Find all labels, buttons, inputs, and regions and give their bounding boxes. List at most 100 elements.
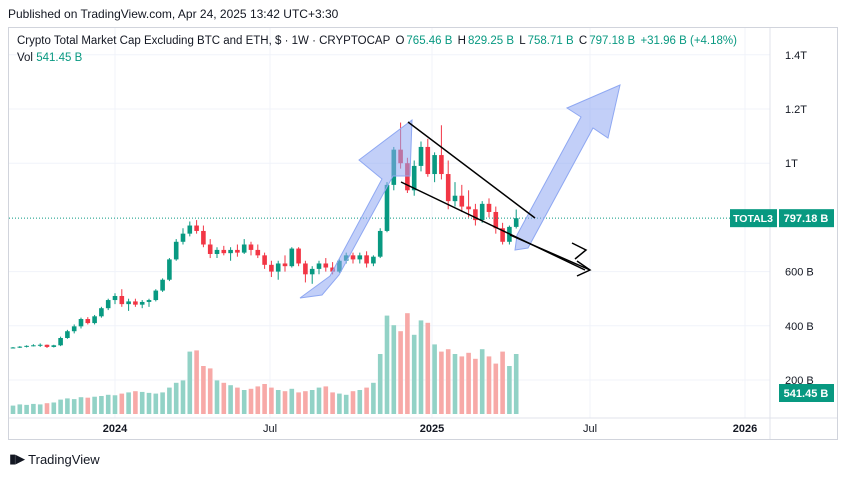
bullish-arrow-right xyxy=(514,84,621,251)
volume-bar xyxy=(146,392,152,414)
brand-name: TradingView xyxy=(28,451,100,467)
vol-label: Vol xyxy=(17,52,33,64)
wedge-upper-line xyxy=(407,121,536,219)
candle-body xyxy=(411,165,417,191)
candle-body xyxy=(126,301,131,305)
volume-bar xyxy=(37,404,43,414)
candle-body xyxy=(167,259,172,280)
wedge-arrowhead-2 xyxy=(576,260,592,277)
x-tick-label: 2025 xyxy=(420,423,444,435)
candle-body xyxy=(99,308,104,317)
legend-header: Crypto Total Market Cap Excluding BTC an… xyxy=(17,35,739,47)
candle-body xyxy=(364,255,369,264)
low-label: L xyxy=(519,35,526,47)
volume-bar xyxy=(384,315,390,414)
candle-body xyxy=(119,295,125,305)
volume-bar xyxy=(112,395,118,414)
volume-bar xyxy=(459,356,465,414)
candle-body xyxy=(330,267,335,272)
volume-bar xyxy=(507,366,512,414)
high-label: H xyxy=(457,35,466,47)
candle-body xyxy=(241,244,247,253)
bullish-arrow-left xyxy=(299,118,413,299)
volume-bar xyxy=(452,354,458,414)
volume-bar xyxy=(255,386,261,414)
candle-body xyxy=(309,268,315,275)
y-tick-label: 1T xyxy=(785,158,798,170)
close-label: C xyxy=(578,35,588,47)
y-tick-label: 400 B xyxy=(785,321,814,333)
volume-bar xyxy=(180,380,186,414)
volume-tag-label: 541.45 B xyxy=(784,388,829,400)
x-tick-label: Jul xyxy=(583,423,597,435)
volume-bar xyxy=(173,382,179,414)
candle-body xyxy=(486,203,492,212)
volume-bar xyxy=(418,320,424,414)
candle-body xyxy=(479,203,485,221)
candle-body xyxy=(255,249,261,256)
symbol-title: Crypto Total Market Cap Excluding BTC an… xyxy=(17,35,391,47)
open-label: O xyxy=(395,35,405,47)
volume-bar xyxy=(439,351,444,414)
candle-body xyxy=(92,316,97,324)
candle-body xyxy=(289,248,295,267)
candle-body xyxy=(31,345,36,347)
candle-body xyxy=(180,233,186,242)
candle-body xyxy=(228,249,233,254)
candle-body xyxy=(44,344,50,347)
y-tick-label: 600 B xyxy=(785,267,814,279)
volume-bar xyxy=(500,351,505,414)
volume-bar xyxy=(160,392,165,414)
volume-bar xyxy=(323,386,329,414)
volume-bar xyxy=(214,380,220,414)
candle-body xyxy=(51,345,57,347)
volume-bar xyxy=(377,354,383,414)
volume-bar xyxy=(228,385,233,414)
volume-bar xyxy=(486,356,492,414)
candle-body xyxy=(316,263,322,269)
volume-bar xyxy=(275,390,281,414)
volume-bar xyxy=(350,391,356,414)
volume-bar xyxy=(126,392,131,414)
close-value: 797.18 B xyxy=(589,35,636,47)
candle-body xyxy=(85,319,91,324)
candle-body xyxy=(173,241,179,260)
candle-body xyxy=(214,249,220,254)
wedge-projection-line xyxy=(509,234,591,271)
volume-bar xyxy=(71,399,77,414)
x-tick-label: 2026 xyxy=(733,423,757,435)
vol-value: 541.45 B xyxy=(36,52,83,64)
candle-body xyxy=(153,290,159,301)
candle-body xyxy=(459,195,465,207)
candle-body xyxy=(282,263,288,267)
candle-body xyxy=(10,347,16,349)
candle-body xyxy=(377,230,383,257)
volume-bar xyxy=(167,387,172,414)
candle-body xyxy=(425,146,431,175)
candle-body xyxy=(133,301,138,305)
volume-bar xyxy=(133,391,138,414)
candle-body xyxy=(112,295,118,301)
open-value: 765.46 B xyxy=(406,35,453,47)
volume-bar xyxy=(58,399,63,414)
high-value: 829.25 B xyxy=(467,35,515,47)
volume-tag xyxy=(779,384,834,402)
candle-body xyxy=(323,263,329,268)
volume-bar xyxy=(466,352,471,414)
volume-bar xyxy=(92,396,97,414)
volume-bar xyxy=(262,384,267,414)
volume-bar xyxy=(405,313,410,414)
candle-body xyxy=(37,344,43,346)
volume-bar xyxy=(479,349,485,414)
volume-bar xyxy=(309,390,315,414)
candle-body xyxy=(207,244,213,254)
volume-bar xyxy=(445,349,451,414)
candle-body xyxy=(146,300,152,302)
chart-frame xyxy=(8,27,838,440)
volume-bar xyxy=(85,397,91,414)
volume-bar xyxy=(24,404,29,414)
volume-bar xyxy=(391,325,397,414)
candle-body xyxy=(65,331,70,338)
volume-bar xyxy=(207,368,213,414)
